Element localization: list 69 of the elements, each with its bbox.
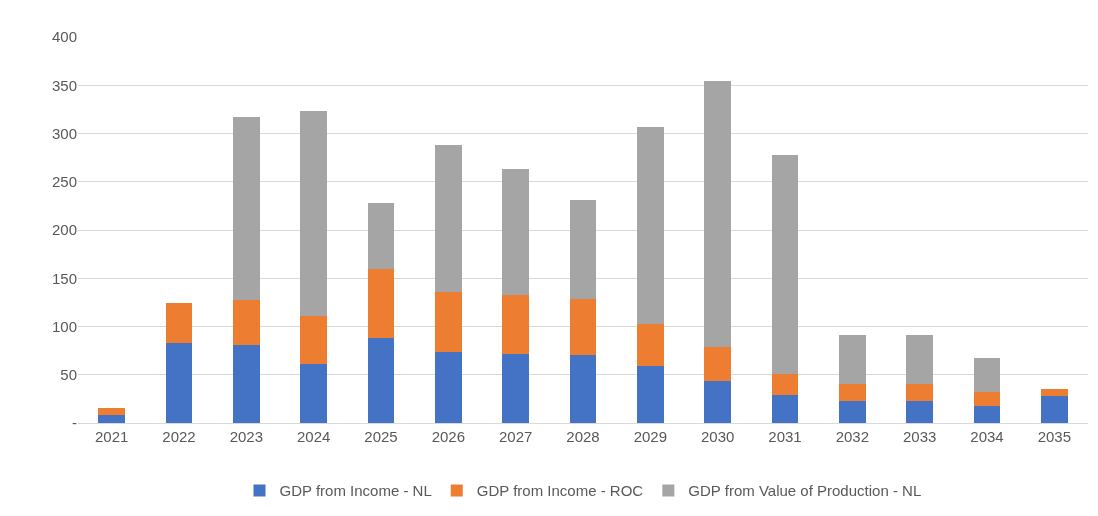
bar (704, 380, 732, 423)
x-tick-label: 2029 (633, 428, 668, 445)
bar (771, 373, 799, 396)
legend-label: GDP from Income - ROC (476, 482, 644, 500)
y-tick-label: 250 (51, 173, 77, 190)
bar (367, 202, 395, 269)
x-tick-label: 2028 (566, 428, 600, 445)
bar (973, 405, 1001, 423)
y-tick-label: 300 (51, 124, 77, 142)
bar (434, 291, 462, 352)
y-tick-label: 150 (51, 269, 77, 287)
y-tick-label: 400 (51, 28, 77, 46)
bar (232, 344, 260, 423)
x-tick-label: 2023 (229, 428, 264, 445)
x-tick-label: 2035 (1037, 428, 1072, 445)
legend-label: GDP from Income - NL (279, 482, 432, 500)
bar (569, 200, 597, 300)
bar (906, 335, 934, 385)
x-tick-label: 2024 (296, 428, 331, 445)
y-tick-label: 50 (60, 366, 77, 383)
bar (1040, 389, 1068, 396)
bar (636, 366, 664, 423)
bar (771, 154, 799, 374)
bar (232, 300, 260, 345)
y-tick-label: 200 (51, 221, 77, 239)
x-tick-label: 2030 (700, 428, 735, 445)
bar (771, 395, 799, 423)
bar (569, 355, 597, 423)
bar (569, 299, 597, 356)
bar (300, 111, 328, 316)
bar (300, 364, 328, 423)
x-tick-label: 2031 (768, 428, 802, 445)
bar (906, 400, 934, 423)
bar (973, 392, 1001, 406)
x-tick-label: 2022 (162, 428, 196, 445)
x-tick-label: 2026 (431, 428, 466, 445)
x-tick-label: 2025 (364, 428, 398, 445)
bar (838, 335, 866, 385)
bar (704, 81, 732, 347)
bar (1040, 395, 1068, 423)
x-tick-label: 2021 (94, 428, 129, 445)
y-tick-label: 350 (51, 76, 77, 94)
bar (300, 315, 328, 365)
bar (838, 384, 866, 401)
x-tick-label: 2032 (835, 428, 870, 445)
bar (98, 407, 126, 416)
bar (367, 338, 395, 423)
bar (165, 303, 193, 343)
bar (973, 358, 1001, 393)
bar (704, 346, 732, 381)
x-tick-label: 2027 (498, 428, 533, 445)
bar (165, 342, 193, 423)
y-tick-label: 100 (51, 317, 77, 335)
bar (502, 353, 530, 423)
y-tick-label: - (72, 414, 77, 432)
bar (636, 126, 664, 324)
bar (502, 294, 530, 354)
bar (232, 117, 260, 301)
bar (838, 400, 866, 423)
bar (434, 351, 462, 423)
legend-label: GDP from Value of Production - NL (688, 482, 922, 500)
bar (98, 415, 126, 423)
x-tick-label: 2034 (970, 428, 1004, 445)
bar (434, 145, 462, 292)
bar (502, 169, 530, 295)
bar (367, 268, 395, 339)
x-tick-label: 2033 (902, 428, 937, 445)
bar (906, 384, 934, 401)
bar (636, 323, 664, 367)
